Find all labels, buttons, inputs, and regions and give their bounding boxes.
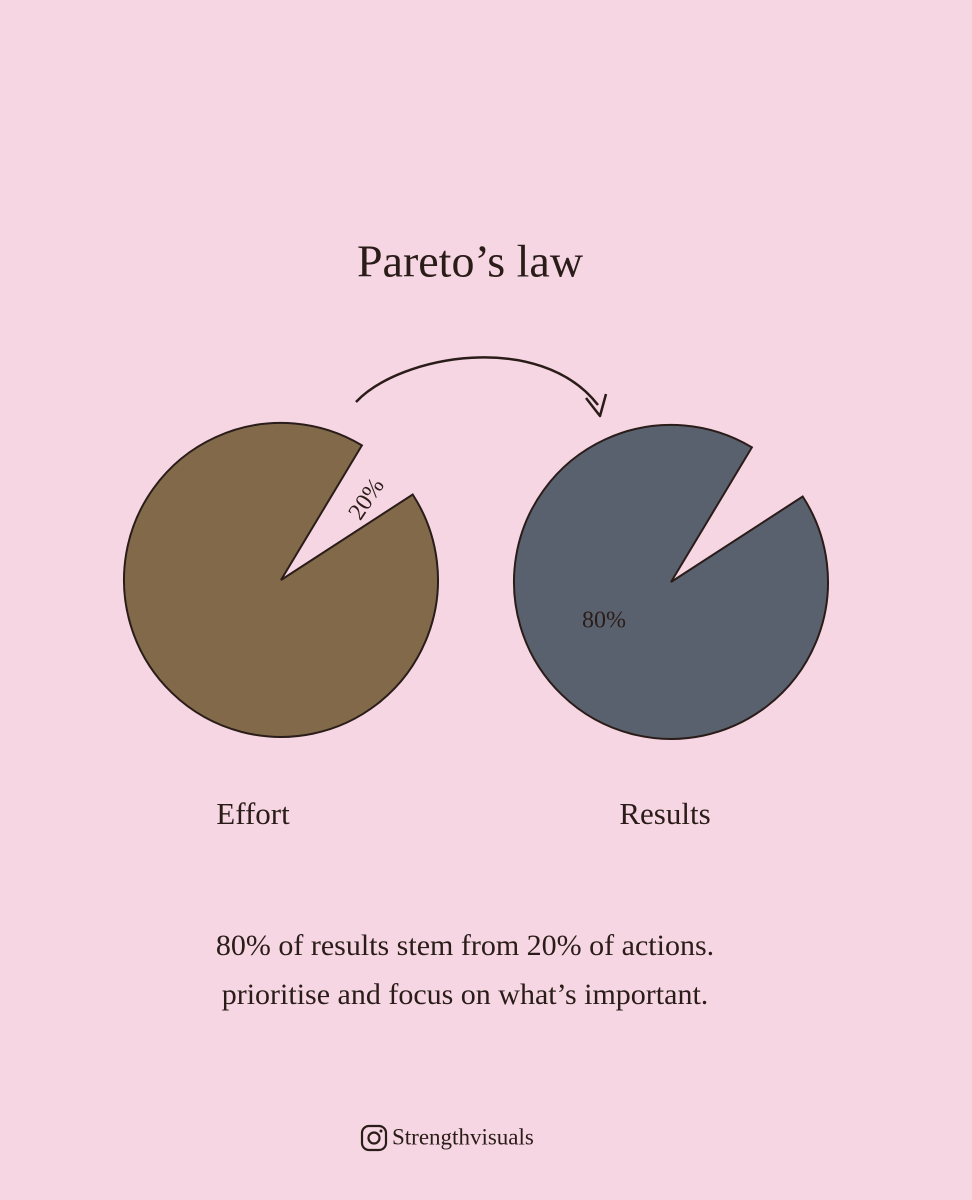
title: Pareto’s law [357,236,584,287]
effort-pie [122,421,439,738]
instagram-icon [360,1124,388,1152]
results-label: Results [619,796,710,831]
credit: Strengthvisuals [392,1124,534,1149]
caption-line: 80% of results stem from 20% of actions. [216,929,714,962]
arrow [355,356,599,406]
results-slice-label: 80% [582,608,626,634]
effort-label: Effort [216,796,290,831]
results-pie [512,423,829,740]
caption-line: prioritise and focus on what’s important… [222,978,709,1011]
arrow-head [585,393,608,418]
